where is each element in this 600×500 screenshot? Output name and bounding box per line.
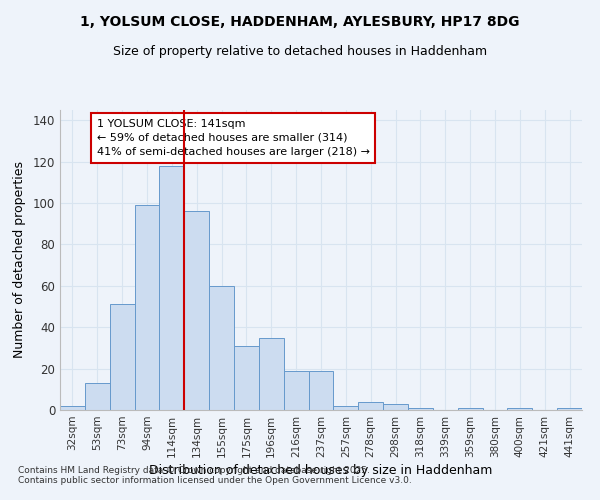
- Bar: [358, 402, 383, 410]
- Bar: [334, 406, 358, 410]
- Bar: [259, 338, 284, 410]
- Bar: [508, 408, 532, 410]
- Bar: [284, 370, 308, 410]
- Bar: [234, 346, 259, 410]
- Text: 1 YOLSUM CLOSE: 141sqm
← 59% of detached houses are smaller (314)
41% of semi-de: 1 YOLSUM CLOSE: 141sqm ← 59% of detached…: [97, 119, 370, 157]
- Y-axis label: Number of detached properties: Number of detached properties: [13, 162, 26, 358]
- Bar: [160, 166, 184, 410]
- Bar: [184, 212, 209, 410]
- Bar: [383, 404, 408, 410]
- Bar: [408, 408, 433, 410]
- Bar: [308, 370, 334, 410]
- Text: Contains HM Land Registry data © Crown copyright and database right 2025.
Contai: Contains HM Land Registry data © Crown c…: [18, 466, 412, 485]
- Bar: [209, 286, 234, 410]
- Bar: [557, 408, 582, 410]
- Text: 1, YOLSUM CLOSE, HADDENHAM, AYLESBURY, HP17 8DG: 1, YOLSUM CLOSE, HADDENHAM, AYLESBURY, H…: [80, 15, 520, 29]
- Bar: [134, 205, 160, 410]
- Text: Size of property relative to detached houses in Haddenham: Size of property relative to detached ho…: [113, 45, 487, 58]
- Bar: [110, 304, 134, 410]
- Bar: [458, 408, 482, 410]
- Bar: [60, 406, 85, 410]
- X-axis label: Distribution of detached houses by size in Haddenham: Distribution of detached houses by size …: [149, 464, 493, 477]
- Bar: [85, 383, 110, 410]
